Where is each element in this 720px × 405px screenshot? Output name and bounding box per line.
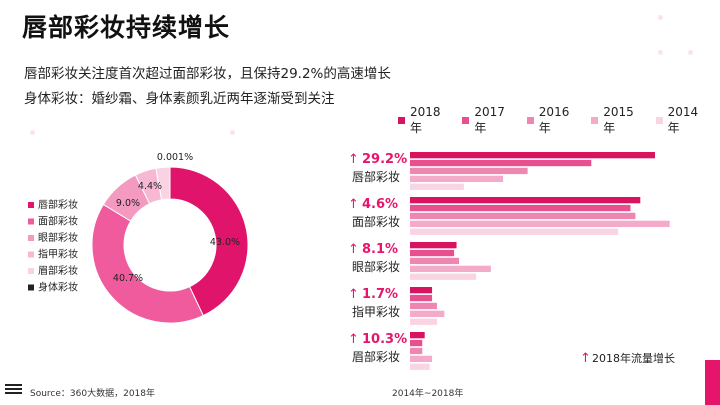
bar	[410, 265, 491, 272]
bar	[410, 152, 655, 159]
subtitle-line-1: 唇部彩妆关注度首次超过面部彩妆，且保持29.2%的高速增长	[24, 66, 391, 82]
bar	[410, 204, 631, 212]
legend-swatch	[28, 202, 34, 208]
bar	[410, 212, 636, 220]
bar	[410, 183, 464, 190]
legend-swatch	[28, 218, 34, 225]
legend-swatch	[28, 251, 34, 258]
legend-label: 2014年	[667, 104, 699, 135]
legend-swatch	[591, 116, 599, 124]
bar	[410, 363, 430, 370]
legend-label: 2016年	[538, 104, 570, 135]
decor-dot	[658, 15, 663, 20]
legend-swatch	[526, 116, 534, 124]
annotation-arrow: ↑	[580, 351, 591, 366]
legend-swatch	[398, 116, 405, 124]
growth-label: 10.3%	[362, 332, 407, 347]
legend-swatch	[28, 268, 34, 274]
legend-label: 2017年	[474, 104, 505, 135]
subtitle-line-2: 身体彩妆：婚纱霜、身体素颜乳近两年逐渐受到关注	[24, 91, 335, 107]
bar	[410, 310, 445, 317]
legend-label: 唇部彩妆	[38, 198, 78, 211]
annotation-label: 2018年流量增长	[592, 351, 675, 365]
legend-item: 2017年	[462, 105, 516, 135]
bar	[410, 347, 423, 355]
bar	[410, 167, 528, 175]
bar	[410, 159, 592, 167]
category-label: 眉部彩妆	[352, 349, 400, 364]
growth-arrow: ↑	[348, 242, 359, 257]
decor-dot	[230, 130, 235, 135]
legend-swatch	[655, 116, 663, 124]
legend-label: 眉部彩妆	[38, 264, 78, 277]
legend-label: 2015年	[603, 104, 634, 135]
bar	[410, 339, 423, 347]
donut-value-label: 4.4%	[138, 181, 162, 192]
bar-chart: ↑ 29.2%唇部彩妆↑ 4.6%面部彩妆↑ 8.1%眼部彩妆↑ 1.7%指甲彩妆↑ 10…	[348, 152, 675, 370]
legend-label: 眼部彩妆	[38, 231, 78, 244]
legend-swatch	[28, 235, 34, 241]
source-note: Source：360大数据，2018年	[30, 389, 155, 399]
donut-chart: 43.0% 40.7% 9.0% 4.4% 0.001% 唇部彩妆面部彩妆眼部彩妆指甲彩妆…	[28, 152, 249, 324]
donut-slice	[169, 166, 249, 317]
bar	[410, 332, 425, 339]
bar-chart-legend: 2018年 2017年 2016年 2015年 2014年	[398, 105, 720, 135]
decor-dot	[30, 130, 35, 135]
legend-label: 身体彩妆	[38, 281, 78, 294]
bar	[410, 287, 433, 294]
legend-label: 指甲彩妆	[38, 248, 78, 261]
bar	[410, 257, 459, 265]
decor-dot	[658, 50, 663, 55]
donut-value-label: 9.0%	[116, 198, 140, 209]
category-label: 眼部彩妆	[352, 259, 400, 274]
bar	[410, 302, 437, 310]
legend-item: 2015年	[591, 105, 645, 135]
legend-label: 面部彩妆	[38, 215, 78, 228]
bar	[410, 175, 504, 182]
bar	[410, 318, 437, 325]
growth-arrow: ↑	[348, 197, 359, 212]
bar	[410, 273, 477, 280]
growth-label: 1.7%	[362, 287, 398, 302]
legend-item: 2016年	[526, 105, 581, 135]
bar	[410, 355, 433, 362]
donut-value-label: 0.001%	[157, 152, 193, 163]
category-label: 面部彩妆	[352, 214, 400, 229]
growth-label: 4.6%	[362, 197, 398, 212]
category-label: 指甲彩妆	[352, 304, 400, 319]
legend-swatch	[28, 284, 34, 291]
donut-value-label: 40.7%	[113, 273, 143, 284]
page-title: 唇部彩妆持续增长	[22, 13, 231, 42]
menu-icon[interactable]	[5, 384, 22, 396]
growth-label: 29.2%	[362, 152, 407, 167]
period-note: 2014年~2018年	[392, 389, 464, 399]
bar	[410, 294, 433, 302]
bar	[410, 228, 619, 235]
growth-arrow: ↑	[348, 152, 359, 167]
decor-dot	[688, 50, 693, 55]
legend-label: 2018年	[409, 104, 441, 135]
growth-arrow: ↑	[348, 332, 359, 347]
bar	[410, 197, 641, 204]
legend-swatch	[462, 116, 470, 124]
bar	[410, 220, 670, 227]
legend-item: 2018年	[398, 105, 452, 135]
corner-accent	[705, 360, 720, 405]
category-label: 唇部彩妆	[352, 169, 400, 184]
bar	[410, 242, 457, 249]
donut-slice	[91, 203, 204, 324]
growth-arrow: ↑	[348, 287, 359, 302]
donut-value-label: 43.0%	[210, 237, 240, 248]
bar	[410, 249, 455, 257]
legend-item: 2014年	[655, 105, 710, 135]
growth-label: 8.1%	[362, 242, 398, 257]
